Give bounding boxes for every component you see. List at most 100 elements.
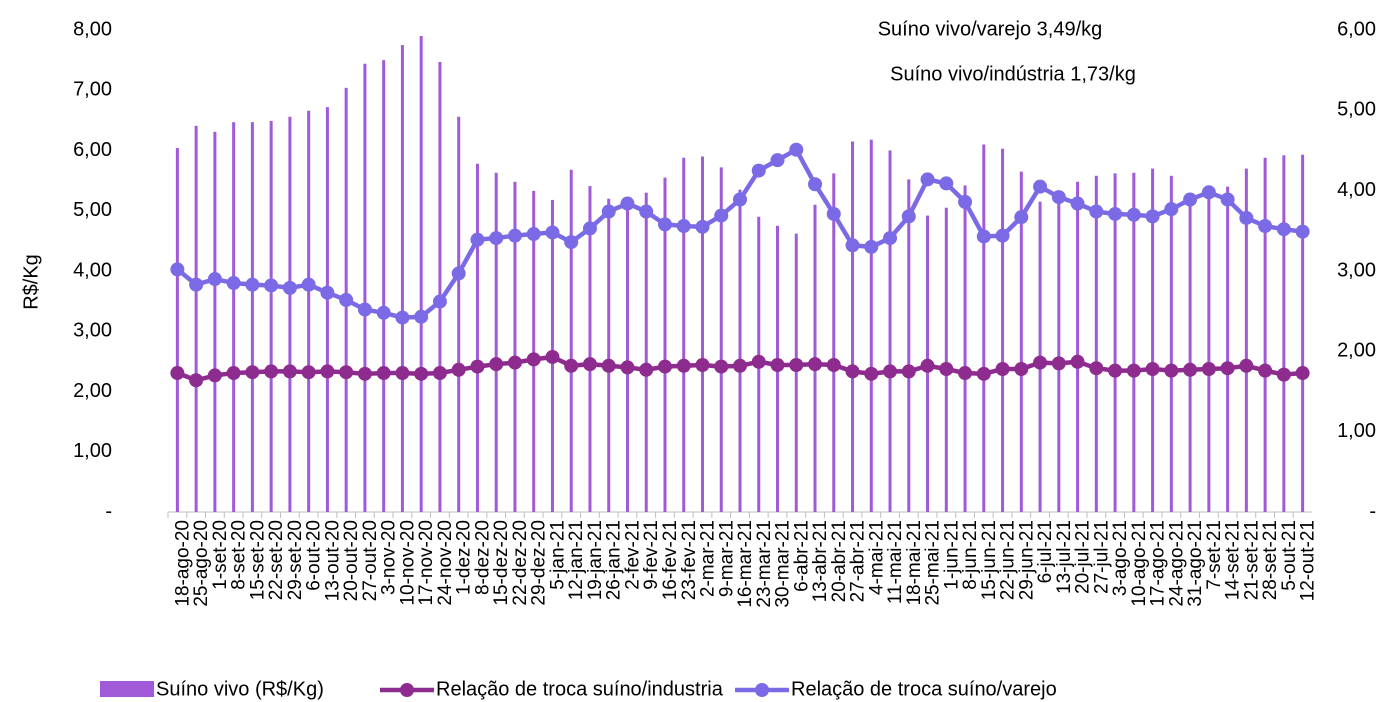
marker: [1239, 358, 1254, 373]
marker: [1033, 179, 1048, 194]
marker: [808, 357, 823, 372]
x-tick-label: 28-set-21: [1260, 520, 1281, 600]
marker: [1164, 363, 1179, 378]
x-tick-label: 16-mar-21: [735, 520, 756, 608]
x-tick-label: 27-out-20: [360, 520, 381, 601]
x-tick-label: 7-set-21: [1204, 520, 1225, 590]
marker: [920, 358, 935, 373]
x-tick-label: 23-mar-21: [754, 520, 775, 608]
x-tick-label: 18-ago-20: [172, 520, 193, 607]
x-tick-label: 11-mai-21: [885, 520, 906, 604]
bar: [982, 144, 986, 512]
y2-tick-label: 2,00: [1337, 340, 1376, 362]
marker: [920, 172, 935, 187]
bar: [1094, 175, 1098, 512]
marker: [489, 357, 504, 372]
x-tick-label: 22-jun-21: [998, 520, 1019, 600]
y2-tick-label: -: [1369, 500, 1376, 522]
marker: [1239, 210, 1254, 225]
marker: [451, 266, 466, 281]
bar: [400, 45, 404, 512]
marker: [1014, 362, 1029, 377]
marker: [189, 277, 204, 292]
bar: [269, 120, 273, 512]
marker: [245, 277, 260, 292]
marker: [1126, 363, 1141, 378]
marker: [339, 365, 354, 380]
marker: [751, 163, 766, 178]
x-tick-label: 20-abr-21: [829, 520, 850, 602]
marker: [470, 359, 485, 374]
x-tick-label: 20-out-20: [341, 520, 362, 601]
bar: [1301, 154, 1305, 512]
legend-swatch: [100, 681, 154, 697]
marker: [264, 278, 279, 293]
bar: [1207, 189, 1211, 512]
x-tick-label: 31-ago-21: [1185, 520, 1206, 607]
bar: [1113, 173, 1117, 512]
marker: [1258, 363, 1273, 378]
marker: [376, 366, 391, 381]
marker: [1070, 354, 1085, 369]
marker: [1183, 362, 1198, 377]
marker: [620, 196, 635, 211]
bar: [738, 189, 742, 512]
marker: [282, 364, 297, 379]
bar: [419, 36, 423, 513]
marker: [226, 366, 241, 381]
x-tick-label: 29-dez-20: [529, 520, 550, 606]
bar: [888, 150, 892, 512]
marker: [1145, 362, 1160, 377]
x-tick-label: 29-set-20: [285, 520, 306, 600]
y-tick-label: 3,00: [73, 320, 112, 342]
marker: [414, 366, 429, 381]
x-tick-label: 8-jun-21: [960, 520, 981, 590]
y-tick-label: 6,00: [73, 139, 112, 161]
bar: [625, 198, 629, 512]
marker: [207, 368, 222, 383]
marker: [376, 305, 391, 320]
x-tick-label: 13-abr-21: [810, 520, 831, 602]
marker: [545, 349, 560, 364]
bar: [832, 173, 836, 512]
bar: [1132, 172, 1136, 513]
marker: [1108, 363, 1123, 378]
marker: [245, 365, 260, 380]
marker: [451, 362, 466, 377]
marker: [1201, 362, 1216, 377]
marker: [470, 232, 485, 247]
x-tick-label: 21-set-21: [1241, 520, 1262, 600]
marker: [489, 231, 504, 246]
bar: [663, 177, 667, 513]
bar: [1226, 186, 1230, 512]
marker: [1183, 192, 1198, 207]
bar: [1076, 181, 1080, 512]
marker: [170, 262, 185, 277]
marker: [657, 359, 672, 374]
marker: [789, 142, 804, 157]
bar: [588, 186, 592, 513]
bar: [1169, 175, 1173, 512]
marker: [695, 357, 710, 372]
marker: [770, 153, 785, 168]
marker: [995, 228, 1010, 243]
bar: [963, 185, 967, 512]
x-tick-label: 25-ago-20: [191, 520, 212, 607]
marker: [526, 352, 541, 367]
marker: [1164, 202, 1179, 217]
marker: [1033, 355, 1048, 370]
marker: [864, 239, 879, 254]
marker: [1108, 206, 1123, 221]
marker: [414, 309, 429, 324]
legend-label: Relação de troca suíno/industria: [436, 678, 724, 700]
marker: [1201, 185, 1216, 200]
x-tick-label: 6-jul-21: [1035, 520, 1056, 583]
y2-tick-label: 3,00: [1337, 259, 1376, 281]
y-tick-label: 5,00: [73, 199, 112, 221]
marker: [1051, 190, 1066, 205]
bar: [1001, 148, 1005, 512]
marker: [958, 366, 973, 381]
x-tick-label: 2-mar-21: [698, 520, 719, 597]
legend-swatch: [400, 683, 414, 697]
